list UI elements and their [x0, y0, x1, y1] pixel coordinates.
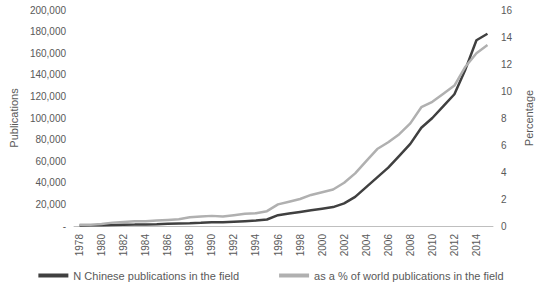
svg-text:2002: 2002	[339, 234, 350, 257]
svg-text:1984: 1984	[140, 234, 151, 257]
svg-text:1994: 1994	[250, 234, 261, 257]
svg-text:1986: 1986	[162, 234, 173, 257]
svg-text:2010: 2010	[427, 234, 438, 257]
svg-text:2004: 2004	[361, 234, 372, 257]
svg-text:1998: 1998	[295, 234, 306, 257]
svg-text:1990: 1990	[206, 234, 217, 257]
svg-text:N Chinese publications in the: N Chinese publications in the field	[73, 270, 239, 282]
svg-text:1980: 1980	[96, 234, 107, 257]
svg-text:100,000: 100,000	[30, 113, 67, 124]
svg-text:1992: 1992	[228, 234, 239, 257]
svg-text:120,000: 120,000	[30, 91, 67, 102]
svg-text:-: -	[63, 221, 66, 232]
svg-text:2006: 2006	[383, 234, 394, 257]
svg-text:2: 2	[501, 194, 507, 205]
svg-text:1978: 1978	[74, 234, 85, 257]
svg-text:Percentage: Percentage	[523, 90, 535, 146]
svg-text:0: 0	[501, 221, 507, 232]
svg-text:6: 6	[501, 140, 507, 151]
svg-text:2012: 2012	[449, 234, 460, 257]
svg-text:10: 10	[501, 86, 513, 97]
svg-text:Publications: Publications	[8, 88, 20, 148]
svg-text:16: 16	[501, 5, 513, 16]
svg-text:2014: 2014	[471, 234, 482, 257]
svg-text:as a % of world publications i: as a % of world publications in the fiel…	[314, 270, 504, 282]
svg-text:1982: 1982	[118, 234, 129, 257]
svg-text:12: 12	[501, 59, 513, 70]
svg-text:160,000: 160,000	[30, 48, 67, 59]
svg-text:80,000: 80,000	[35, 134, 66, 145]
svg-text:140,000: 140,000	[30, 69, 67, 80]
svg-text:14: 14	[501, 32, 513, 43]
svg-text:2000: 2000	[317, 234, 328, 257]
svg-text:60,000: 60,000	[35, 156, 66, 167]
svg-text:1996: 1996	[273, 234, 284, 257]
svg-text:180,000: 180,000	[30, 26, 67, 37]
svg-text:4: 4	[501, 167, 507, 178]
svg-text:40,000: 40,000	[35, 177, 66, 188]
svg-text:2008: 2008	[405, 234, 416, 257]
svg-text:200,000: 200,000	[30, 5, 67, 16]
svg-text:8: 8	[501, 113, 507, 124]
svg-text:1988: 1988	[184, 234, 195, 257]
svg-text:20,000: 20,000	[35, 199, 66, 210]
